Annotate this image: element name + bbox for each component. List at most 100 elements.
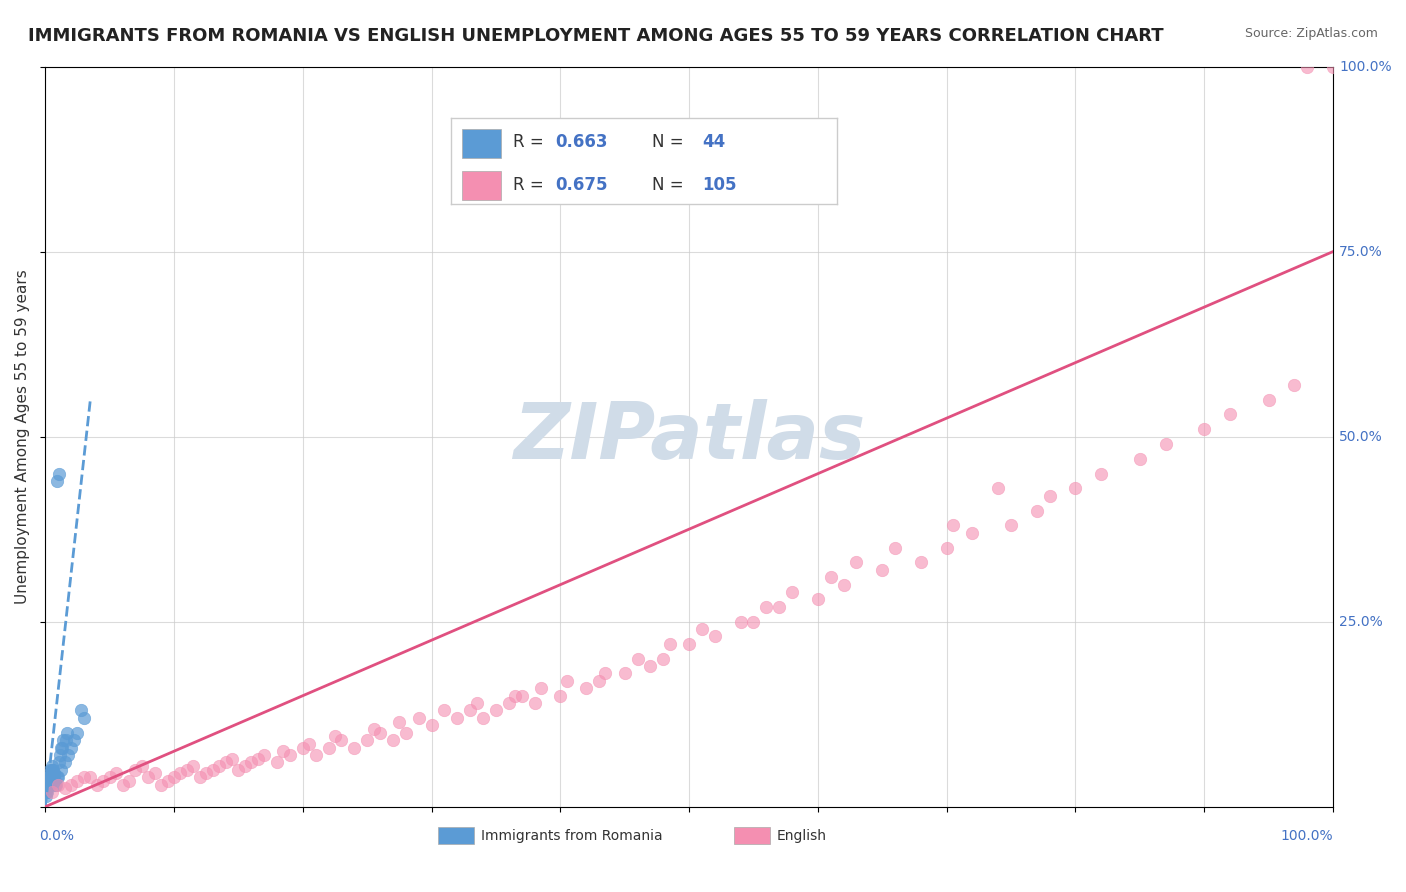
Point: [678, 637, 700, 651]
Point: [640, 659, 662, 673]
Point: [458, 704, 481, 718]
Point: [356, 733, 378, 747]
Point: [613, 666, 636, 681]
Point: [176, 763, 198, 777]
Point: [73, 711, 96, 725]
Point: [730, 615, 752, 629]
Point: [35, 789, 58, 803]
Point: [35, 781, 58, 796]
Point: [807, 592, 830, 607]
Point: [658, 637, 681, 651]
Point: [626, 651, 648, 665]
Point: [935, 541, 957, 555]
Point: [42, 763, 65, 777]
Point: [910, 556, 932, 570]
Point: [884, 541, 907, 555]
Point: [266, 756, 288, 770]
Point: [53, 756, 76, 770]
Point: [1322, 60, 1344, 74]
Point: [845, 556, 868, 570]
Point: [240, 756, 263, 770]
Point: [588, 673, 610, 688]
Point: [105, 766, 128, 780]
Point: [755, 599, 778, 614]
FancyBboxPatch shape: [734, 828, 770, 844]
Point: [143, 766, 166, 780]
Point: [188, 770, 211, 784]
Text: ZIPatlas: ZIPatlas: [513, 399, 865, 475]
Point: [52, 733, 75, 747]
Point: [1284, 377, 1306, 392]
Point: [55, 733, 77, 747]
Point: [51, 740, 73, 755]
Point: [42, 770, 65, 784]
Point: [595, 666, 617, 681]
Point: [39, 773, 62, 788]
Point: [37, 777, 59, 791]
Point: [44, 777, 66, 791]
Text: 100.0%: 100.0%: [1340, 60, 1392, 74]
Y-axis label: Unemployment Among Ages 55 to 59 years: Unemployment Among Ages 55 to 59 years: [15, 269, 30, 604]
Point: [131, 759, 153, 773]
Point: [485, 704, 508, 718]
Point: [51, 740, 73, 755]
Point: [690, 622, 713, 636]
Point: [37, 781, 59, 796]
Point: [768, 599, 790, 614]
Point: [35, 785, 58, 799]
Point: [363, 722, 385, 736]
Point: [1129, 451, 1152, 466]
Point: [169, 766, 191, 780]
Point: [395, 725, 418, 739]
Point: [575, 681, 598, 696]
Text: 75.0%: 75.0%: [1340, 244, 1384, 259]
Point: [41, 759, 63, 773]
Point: [253, 747, 276, 762]
Point: [156, 773, 179, 788]
Point: [183, 759, 205, 773]
Text: English: English: [776, 829, 827, 843]
Point: [221, 751, 243, 765]
Point: [318, 740, 340, 755]
Point: [44, 773, 66, 788]
Point: [208, 759, 231, 773]
Point: [446, 711, 468, 725]
Point: [510, 689, 533, 703]
Point: [214, 756, 236, 770]
Point: [228, 763, 250, 777]
Point: [742, 615, 765, 629]
Text: 25.0%: 25.0%: [1340, 615, 1384, 629]
Point: [323, 730, 346, 744]
Point: [58, 747, 80, 762]
Point: [118, 773, 141, 788]
Point: [408, 711, 430, 725]
Point: [41, 770, 63, 784]
Point: [1000, 518, 1022, 533]
Point: [124, 763, 146, 777]
Point: [37, 773, 59, 788]
Point: [278, 747, 301, 762]
Point: [46, 777, 69, 791]
Point: [298, 737, 321, 751]
Point: [246, 751, 269, 765]
Point: [550, 689, 572, 703]
Point: [53, 781, 76, 796]
Point: [1025, 503, 1047, 517]
Point: [555, 673, 578, 688]
Point: [523, 696, 546, 710]
Point: [942, 518, 965, 533]
Point: [368, 725, 391, 739]
Point: [503, 689, 526, 703]
Point: [1064, 482, 1087, 496]
Point: [39, 777, 62, 791]
Point: [195, 766, 218, 780]
Point: [38, 770, 60, 784]
Text: Immigrants from Romania: Immigrants from Romania: [481, 829, 662, 843]
Text: 50.0%: 50.0%: [1340, 430, 1384, 443]
FancyBboxPatch shape: [439, 828, 474, 844]
Point: [305, 747, 328, 762]
Point: [37, 773, 59, 788]
Point: [150, 777, 173, 791]
Point: [66, 725, 89, 739]
Point: [1192, 422, 1215, 436]
